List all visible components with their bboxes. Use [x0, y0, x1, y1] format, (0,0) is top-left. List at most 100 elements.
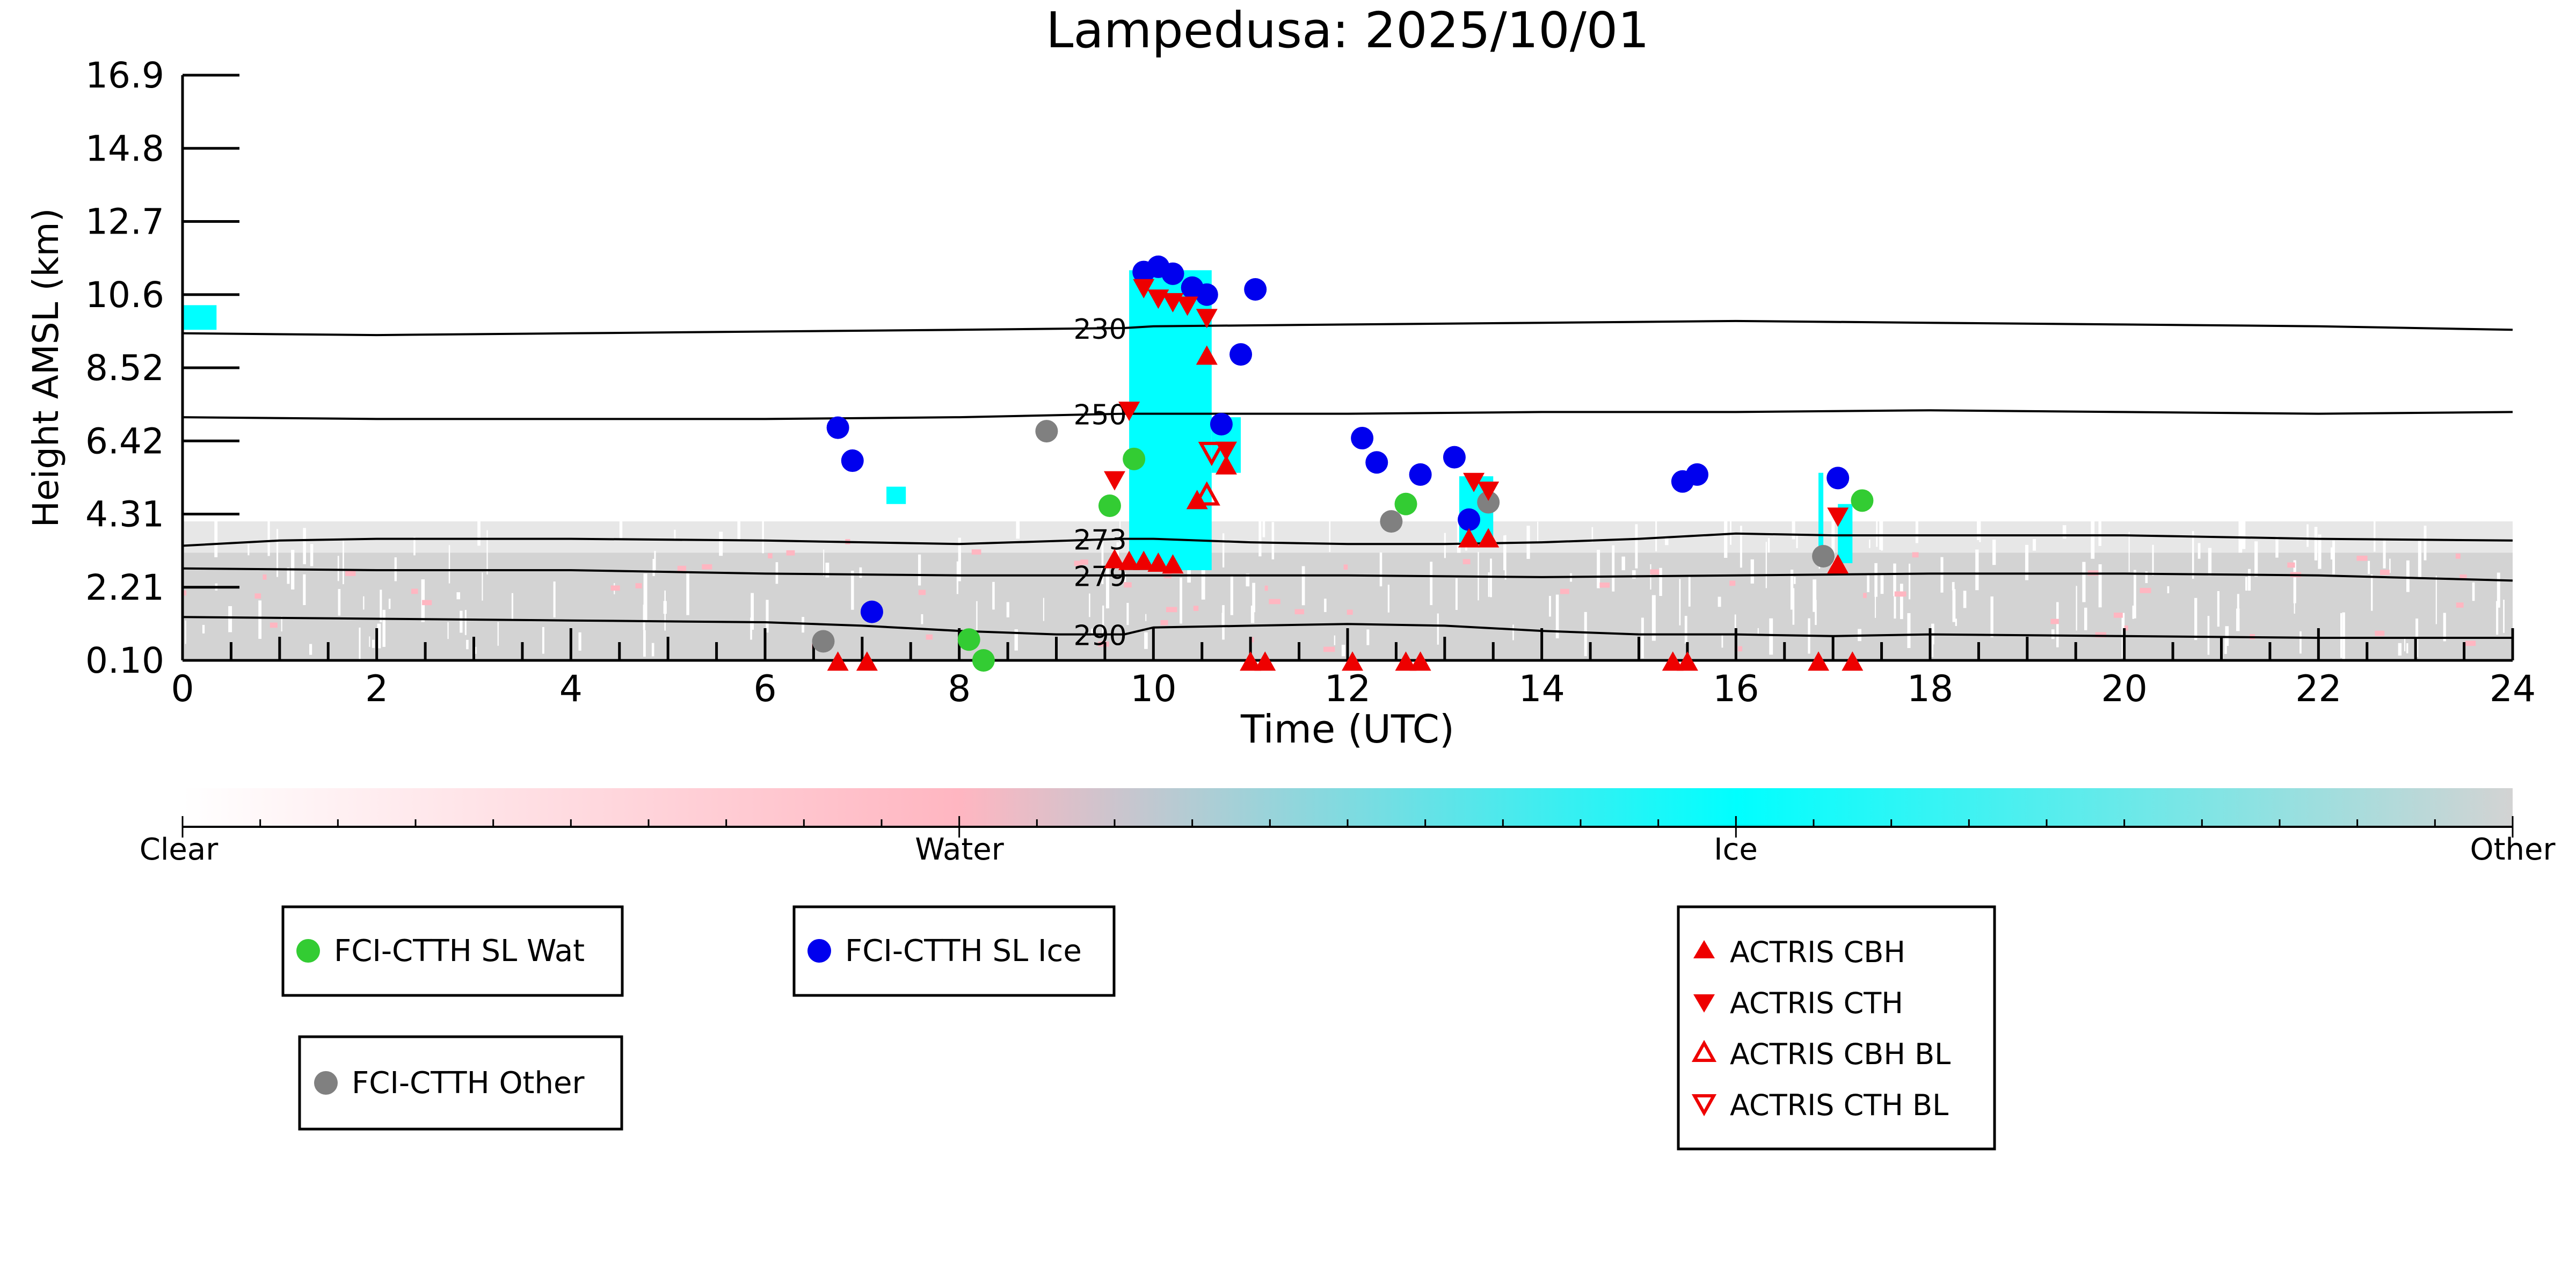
fci-other-point [1035, 420, 1058, 443]
legend-ice-marker [807, 939, 831, 963]
actris-cbh-point [1842, 651, 1864, 671]
fci-ice-point [1244, 278, 1267, 301]
actris-cth-point [1827, 507, 1849, 527]
fci-wat-point [1098, 494, 1121, 518]
water-cloud-patch [1599, 582, 1610, 588]
actris-cbh-point [856, 651, 878, 671]
water-cloud-patch [2380, 570, 2390, 575]
water-cloud-patch [411, 588, 418, 594]
actris-cth-bl-point [1198, 441, 1225, 467]
water-cloud-patch [2375, 630, 2385, 636]
water-cloud-patch [1269, 599, 1280, 605]
actris-cbh-point [1409, 651, 1431, 671]
water-cloud-patch [1193, 606, 1199, 611]
fci-ice-point [1195, 283, 1218, 306]
water-cloud-patch [677, 565, 687, 571]
y-axis-label: Height AMSL (km) [25, 208, 67, 528]
x-tick-label: 18 [1907, 668, 1954, 710]
legend-cth-bl-label: ACTRIS CTH BL [1730, 1088, 1948, 1122]
actris-cth-point [1176, 296, 1198, 316]
water-cloud-patch [2456, 602, 2464, 608]
water-cloud-patch [2455, 553, 2461, 559]
water-cloud-patch [2465, 641, 2476, 646]
ice-cloud-patch [1129, 270, 1212, 570]
actris-cbh-point [1342, 651, 1364, 671]
other-cloud-layer-upper [183, 521, 2513, 553]
x-tick-label: 24 [2490, 668, 2536, 710]
fci-ice-point [1161, 262, 1184, 285]
x-tick-label: 20 [2101, 668, 2148, 710]
water-cloud-patch [1323, 646, 1335, 652]
water-cloud-patch [1560, 588, 1569, 594]
water-cloud-patch [2459, 574, 2467, 580]
water-cloud-patch [263, 574, 267, 580]
actris-cth-point [1478, 481, 1500, 501]
water-cloud-patch [768, 553, 773, 559]
water-cloud-patch [422, 600, 432, 606]
colorbar: Clear Water Ice Other [140, 788, 2556, 867]
y-tick-label: 2.21 [85, 567, 164, 608]
water-cloud-patch [2124, 625, 2128, 631]
isotherm-250 [182, 409, 2513, 420]
water-cloud-patch [183, 590, 187, 596]
water-cloud-patch [1894, 591, 1906, 597]
fci-ice-point [1365, 451, 1388, 474]
fci-wat-point [1394, 492, 1417, 515]
actris-cbh-point [1240, 651, 1262, 671]
isotherm-279 [182, 567, 2513, 582]
y-ticks: 0.10 2.21 4.31 6.42 8.52 10.6 12.7 14.8 16.9 [85, 55, 239, 681]
x-tick-label: 2 [365, 668, 388, 710]
water-cloud-patch [635, 583, 642, 588]
legend-cth-bl-marker [1691, 1094, 1717, 1117]
legend-ice-label: FCI-CTTH SL Ice [845, 934, 1082, 969]
water-cloud-patch [1347, 609, 1353, 615]
actris-cbh-point [1118, 550, 1140, 570]
actris-cbh-point [1662, 651, 1684, 671]
x-tick-label: 8 [948, 668, 971, 710]
fci-ice-point [1229, 343, 1253, 366]
colorbar-label-water: Water [915, 832, 1005, 867]
x-tick-label: 14 [1518, 668, 1565, 710]
legend-other-label: FCI-CTTH Other [352, 1066, 585, 1101]
cloud-classification-field [183, 270, 2513, 660]
water-cloud-patch [2140, 588, 2151, 593]
actris-cbh-point [1147, 552, 1169, 572]
colorbar-label-clear: Clear [140, 832, 219, 867]
y-tick-label: 0.10 [85, 640, 164, 681]
water-cloud-patch [1080, 559, 1088, 565]
legend-fci-wat: FCI-CTTH SL Wat [281, 905, 624, 997]
fci-wat-point [972, 649, 995, 672]
isotherm-230 [182, 319, 2513, 337]
actris-cth-point [1104, 471, 1125, 491]
markers [812, 255, 1874, 672]
isotherm-label: 230 [1073, 314, 1126, 346]
fci-wat-point [957, 628, 980, 651]
actris-cbh-point [1827, 554, 1849, 574]
y-tick-label: 14.8 [85, 128, 164, 169]
water-cloud-patch [926, 634, 933, 640]
x-tick-label: 16 [1713, 668, 1759, 710]
actris-cbh-point [827, 651, 849, 671]
actris-cth-point [1463, 472, 1485, 492]
water-cloud-patch [786, 550, 795, 556]
actris-cbh-point [1808, 651, 1830, 671]
fci-ice-point [1210, 413, 1233, 436]
water-cloud-patch [1912, 552, 1919, 558]
x-tick-label: 12 [1325, 668, 1371, 710]
fci-ice-point [1686, 463, 1708, 486]
water-cloud-patch [1729, 580, 1736, 586]
water-cloud-patch [2050, 618, 2059, 624]
ice-cloud-patch [183, 305, 217, 330]
water-cloud-patch [971, 549, 981, 555]
actris-cbh-point [1254, 651, 1276, 671]
legend-cbh-label: ACTRIS CBH [1730, 935, 1905, 969]
x-tick-label: 4 [559, 668, 583, 710]
actris-cbh-point [1162, 554, 1184, 574]
legend-cbh-bl-label: ACTRIS CBH BL [1730, 1037, 1951, 1071]
legend-cbh-marker [1693, 940, 1715, 958]
x-tick-label: 10 [1130, 668, 1177, 710]
colorbar-label-other: Other [2470, 832, 2556, 867]
colorbar-label-ice: Ice [1714, 832, 1758, 867]
water-cloud-patch [270, 622, 278, 628]
